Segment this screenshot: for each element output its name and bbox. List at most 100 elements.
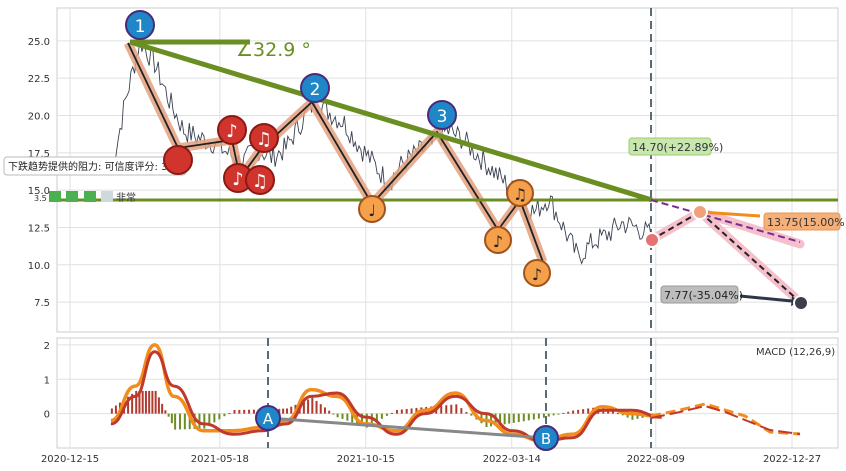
x-tick-label: 2022-12-27 — [763, 454, 821, 465]
macd-bar — [341, 413, 344, 419]
price-series-line — [110, 36, 652, 265]
macd-bar — [532, 413, 535, 420]
target-label-2: 13.75(15.00%) — [767, 216, 846, 229]
rating-icon-4 — [101, 191, 113, 202]
macd-bar — [636, 413, 639, 419]
macd-bar — [562, 412, 565, 414]
marker-b-label: B — [541, 430, 551, 448]
macd-bar — [328, 410, 331, 414]
macd-bar — [552, 413, 555, 416]
macd-title: MACD (12,26,9) — [756, 347, 835, 358]
note-marker — [245, 165, 275, 195]
macd-bar — [114, 405, 117, 414]
macd-bar — [138, 390, 141, 414]
macd-bar — [218, 413, 221, 420]
forecast-orange-arrow — [699, 210, 761, 218]
note-marker — [358, 195, 386, 223]
note-glyph: ♩ — [368, 201, 376, 220]
macd-bar — [621, 413, 624, 416]
macd-bar — [302, 401, 305, 414]
note-glyph: ♫ — [256, 129, 272, 150]
target-label-3: 7.77(-35.04%) — [664, 289, 743, 302]
macd-bar — [110, 408, 113, 414]
forecast-down — [699, 211, 801, 303]
macd-bar — [319, 404, 322, 414]
forecast-mid-dot — [692, 204, 708, 220]
macd-bar — [577, 409, 580, 414]
macd-bar — [527, 413, 530, 421]
note-glyph: ♪ — [226, 121, 238, 142]
x-tick-label: 2021-10-15 — [337, 454, 395, 465]
note-marker — [506, 179, 534, 207]
macd-bar — [243, 409, 246, 414]
target-label-1: 14.70(+22.89%) — [632, 141, 723, 154]
macd-bar — [135, 390, 138, 414]
macd-bar — [161, 403, 164, 414]
forecast-band-1 — [646, 207, 705, 245]
note-marker — [217, 115, 247, 145]
y-tick-label: 10.0 — [28, 261, 50, 272]
macd-bar — [336, 413, 339, 418]
resistance-tooltip: 下跌趋势提供的阻力: 可信度评分: 3.5 — [8, 160, 177, 173]
note-glyph: ♫ — [252, 171, 268, 192]
macd-bar — [455, 404, 458, 414]
macd-bar — [365, 413, 368, 428]
macd-bar — [170, 413, 173, 424]
note-markers: ♪ ♫ ♪ ♫ ♩ ♪ ♫ ♪ — [163, 115, 551, 287]
rating-icons — [49, 191, 113, 202]
macd-bar — [557, 413, 560, 415]
macd-bar — [522, 413, 525, 422]
macd-bar — [157, 397, 160, 414]
macd-bar — [278, 408, 281, 414]
macd-bar — [380, 413, 383, 419]
target-label-2-bg — [763, 212, 841, 231]
macd-bar — [375, 413, 378, 422]
wave-label-1: 1 — [135, 17, 146, 37]
macd-bar — [631, 413, 634, 420]
macd-bar — [141, 390, 144, 414]
y-tick-label: 20.0 — [28, 112, 50, 123]
macd-bar — [208, 413, 211, 426]
macd-bar — [385, 413, 388, 416]
macd-bar — [460, 408, 463, 414]
target-label-1-bg — [628, 137, 712, 156]
rating-icon-3 — [84, 191, 96, 202]
macd-bar — [512, 413, 515, 423]
price-line — [110, 36, 652, 265]
wave-marker-2 — [300, 73, 330, 103]
x-tick-label: 2022-03-14 — [483, 454, 541, 465]
resistance-score: 3.5 — [34, 194, 47, 203]
macd-bar — [587, 408, 590, 414]
signal-forecast — [650, 404, 801, 435]
macd-bar — [286, 408, 289, 414]
macd-bar — [154, 390, 157, 414]
macd-bar — [148, 390, 151, 414]
macd-bar — [395, 410, 398, 414]
macd-bar — [450, 404, 453, 414]
macd-bar — [400, 409, 403, 414]
note-marker — [484, 226, 512, 254]
macd-bar — [537, 413, 540, 419]
macd-y-tick-label: 0 — [44, 410, 50, 421]
macd-bar — [611, 410, 614, 414]
macd-bar — [542, 413, 545, 418]
macd-bar — [626, 413, 629, 418]
macd-bar — [445, 405, 448, 414]
note-marker — [249, 123, 279, 153]
y-axis-ticks: 25.0 22.5 20.0 17.5 15.0 12.5 10.0 7.5 2 1 0 — [28, 37, 50, 421]
macd-bar — [415, 407, 418, 414]
wave-label-3: 3 — [437, 107, 448, 127]
macd-bar — [315, 400, 318, 414]
y-tick-label: 25.0 — [28, 37, 50, 48]
forecast-start-dot — [644, 232, 660, 248]
macd-bar — [188, 413, 191, 430]
macd-bar — [440, 405, 443, 414]
target-label-3-bg — [660, 285, 739, 304]
macd-bar — [183, 413, 186, 430]
macd-bar — [346, 413, 349, 421]
macd-bar — [213, 413, 216, 423]
signal-line — [110, 350, 662, 443]
macd-bar — [238, 409, 241, 414]
